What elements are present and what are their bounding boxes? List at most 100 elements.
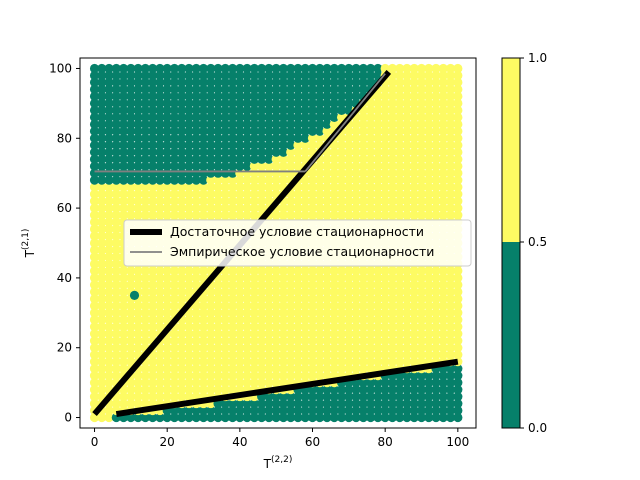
point-stationary [373, 196, 383, 206]
point-nonstationary [140, 175, 150, 185]
point-stationary [162, 196, 172, 206]
point-stationary [315, 315, 325, 325]
point-stationary [293, 357, 303, 367]
point-stationary [336, 140, 347, 150]
point-stationary [373, 343, 383, 353]
point-stationary [257, 287, 267, 297]
point-stationary [344, 182, 354, 192]
point-stationary [133, 315, 143, 325]
point-stationary [97, 287, 107, 297]
point-stationary [445, 273, 456, 283]
point-nonstationary [249, 126, 259, 136]
point-stationary [387, 273, 398, 283]
point-stationary [227, 210, 238, 220]
point-stationary [155, 357, 165, 367]
point-stationary [89, 259, 100, 269]
point-nonstationary [162, 161, 172, 171]
point-stationary [344, 350, 354, 360]
point-stationary [409, 105, 419, 115]
point-nonstationary [249, 91, 259, 101]
point-nonstationary [162, 77, 172, 88]
point-stationary [126, 343, 136, 353]
point-stationary [373, 322, 383, 332]
point-stationary [315, 210, 325, 220]
y-tick-label: 40 [57, 271, 72, 285]
point-stationary [111, 210, 121, 220]
point-stationary [148, 280, 158, 290]
point-stationary [206, 385, 216, 395]
point-stationary [424, 154, 434, 164]
point-stationary [257, 189, 267, 199]
point-stationary [242, 210, 252, 220]
point-stationary [97, 322, 107, 332]
point-nonstationary [344, 398, 354, 409]
point-stationary [336, 322, 347, 332]
point-nonstationary [177, 140, 187, 150]
point-stationary [293, 189, 303, 199]
point-nonstationary [126, 63, 136, 74]
point-stationary [293, 301, 303, 311]
point-stationary [89, 217, 100, 227]
point-stationary [97, 280, 107, 290]
point-nonstationary [169, 147, 180, 157]
point-nonstationary [438, 412, 448, 423]
point-nonstationary [89, 91, 100, 101]
point-stationary [329, 301, 339, 311]
point-stationary [111, 329, 121, 339]
point-stationary [380, 140, 390, 150]
point-stationary [220, 350, 230, 360]
point-stationary [249, 196, 259, 206]
point-nonstationary [293, 126, 303, 136]
point-stationary [271, 280, 281, 290]
point-nonstationary [235, 70, 245, 81]
point-stationary [111, 301, 121, 311]
point-stationary [97, 189, 107, 199]
point-stationary [395, 84, 405, 95]
point-stationary [191, 196, 201, 206]
point-stationary [235, 196, 245, 206]
point-stationary [271, 210, 281, 220]
point-stationary [104, 182, 114, 192]
point-stationary [111, 252, 121, 262]
point-stationary [438, 168, 448, 178]
point-stationary [402, 322, 412, 332]
point-stationary [198, 336, 209, 346]
point-stationary [373, 357, 383, 367]
point-stationary [322, 371, 332, 381]
point-nonstationary [89, 133, 100, 143]
point-stationary [329, 266, 339, 276]
point-nonstationary [162, 412, 172, 423]
point-stationary [416, 98, 427, 108]
point-stationary [191, 336, 201, 346]
point-nonstationary [358, 70, 368, 81]
point-nonstationary [286, 98, 296, 108]
point-stationary [358, 182, 368, 192]
point-stationary [351, 189, 361, 199]
point-stationary [424, 196, 434, 206]
point-nonstationary [293, 112, 303, 122]
point-stationary [300, 140, 310, 150]
point-stationary [366, 336, 376, 346]
point-nonstationary [177, 126, 187, 136]
point-nonstationary [300, 119, 310, 129]
point-nonstationary [249, 77, 259, 88]
point-stationary [344, 175, 354, 185]
point-stationary [119, 273, 129, 283]
point-nonstationary [271, 112, 281, 122]
point-stationary [416, 91, 427, 101]
point-nonstationary [111, 84, 121, 95]
point-stationary [286, 343, 296, 353]
point-nonstationary [177, 84, 187, 95]
point-stationary [264, 182, 274, 192]
point-stationary [191, 378, 201, 388]
point-stationary [424, 119, 434, 129]
point-nonstationary [169, 70, 180, 81]
point-nonstationary [220, 412, 230, 423]
point-stationary [227, 343, 238, 353]
point-stationary [264, 343, 274, 353]
point-stationary [445, 315, 456, 325]
point-stationary [162, 301, 172, 311]
point-stationary [351, 280, 361, 290]
point-stationary [416, 175, 427, 185]
point-stationary [198, 308, 209, 318]
